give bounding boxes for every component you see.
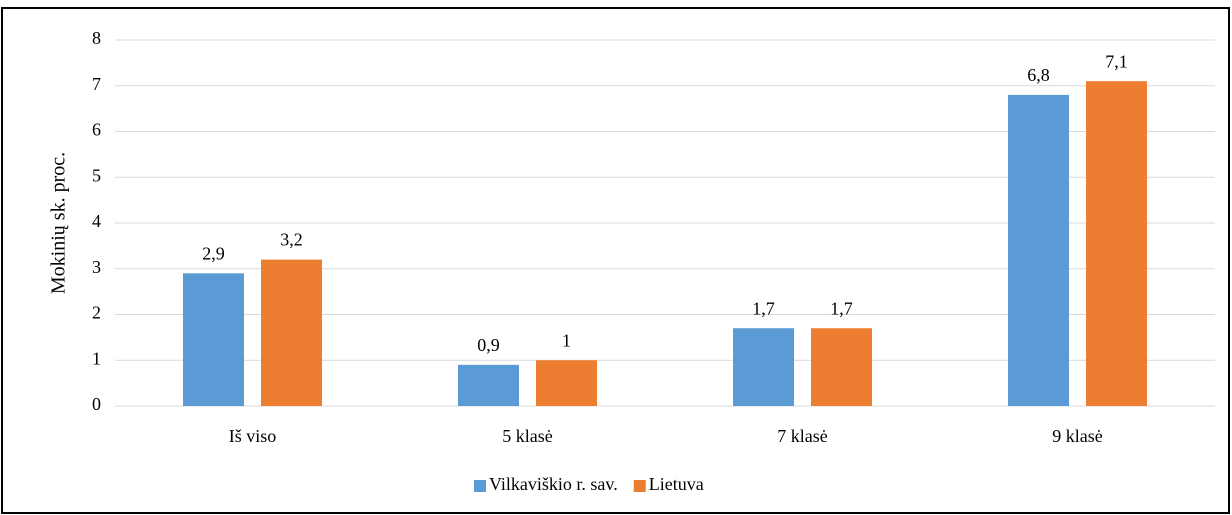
- data-label: 7,1: [1105, 51, 1128, 71]
- x-tick-label: 9 klasė: [1052, 426, 1102, 446]
- bar: [261, 259, 322, 406]
- y-tick-label: 6: [92, 120, 101, 140]
- y-tick-label: 5: [92, 165, 101, 185]
- bar: [458, 364, 519, 406]
- legend-label: Lietuva: [649, 474, 704, 494]
- y-tick-label: 8: [92, 28, 101, 48]
- data-label: 0,9: [477, 335, 500, 355]
- legend-swatch: [474, 480, 486, 492]
- bar: [183, 273, 244, 406]
- legend-swatch: [633, 480, 646, 492]
- y-tick-label: 1: [92, 348, 101, 368]
- data-label: 1,7: [752, 298, 775, 318]
- x-tick-label: Iš viso: [229, 426, 277, 446]
- y-tick-label: 3: [92, 257, 101, 277]
- x-tick-label: 7 klasė: [777, 426, 827, 446]
- legend-label: Vilkaviškio r. sav.: [489, 474, 618, 494]
- y-tick-label: 0: [92, 394, 101, 414]
- bar: [536, 360, 597, 406]
- data-label: 1,7: [830, 298, 853, 318]
- y-tick-label: 4: [92, 211, 101, 231]
- data-label: 1: [562, 330, 571, 350]
- x-tick-label: 5 klasė: [502, 426, 552, 446]
- data-label: 6,8: [1027, 65, 1050, 85]
- bar: [1008, 94, 1069, 407]
- data-label: 3,2: [280, 230, 303, 250]
- bar: [811, 328, 872, 406]
- bar: [1086, 81, 1147, 407]
- bar: [733, 328, 794, 406]
- y-tick-label: 7: [92, 74, 101, 94]
- data-label: 2,9: [202, 243, 225, 263]
- y-tick-label: 2: [92, 303, 101, 323]
- y-axis-label: Mokinių sk. proc.: [48, 152, 70, 294]
